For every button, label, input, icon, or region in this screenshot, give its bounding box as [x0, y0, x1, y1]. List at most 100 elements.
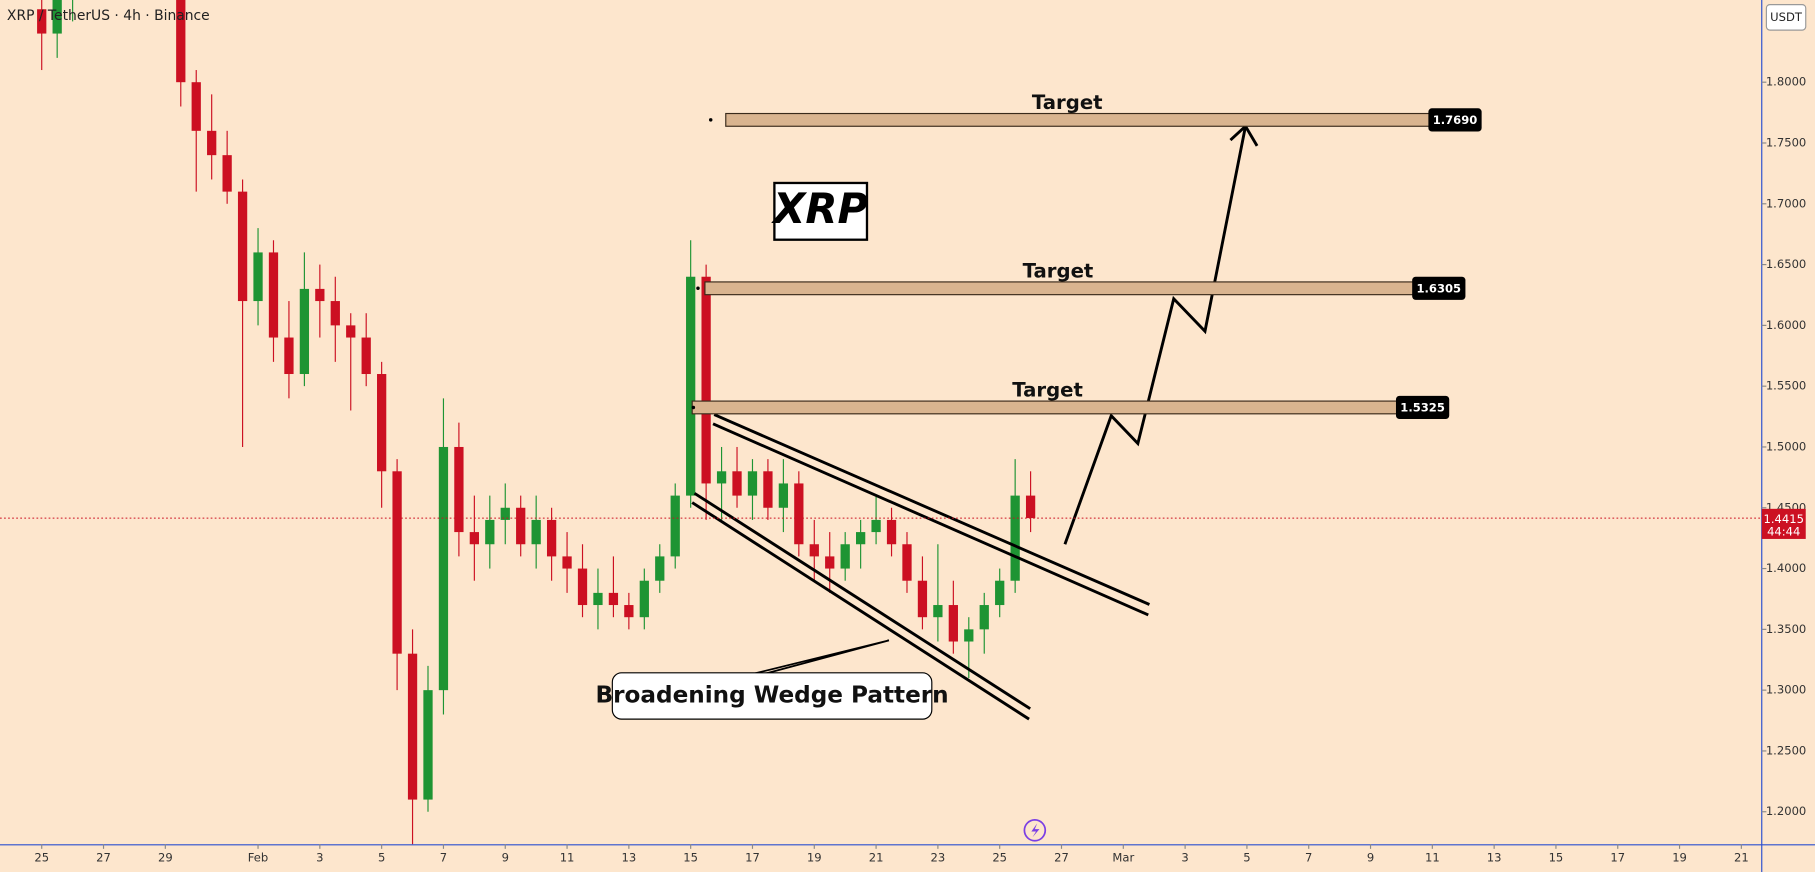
candle-body: [299, 288, 310, 375]
candle-body: [686, 276, 696, 496]
candle-body: [809, 544, 819, 557]
y-tick-label: 1.2500: [1766, 743, 1806, 757]
wedge-line: [691, 501, 1030, 721]
wedge-line: [713, 413, 1151, 606]
y-tick-label: 1.8000: [1766, 75, 1806, 89]
x-tick-label: 13: [622, 851, 637, 865]
y-tick-label: 1.7000: [1766, 196, 1806, 210]
candle-body: [531, 519, 541, 545]
x-tick-label: 19: [807, 851, 822, 865]
candle-body: [191, 82, 201, 131]
target-zone: [691, 400, 1402, 415]
countdown-label: 44:44: [1767, 524, 1800, 538]
currency-label: USDT: [1770, 10, 1803, 24]
y-tick-label: 1.6500: [1766, 257, 1806, 271]
wedge-line: [693, 492, 1031, 710]
candle-body: [284, 337, 294, 375]
x-tick-label: 9: [1367, 851, 1374, 865]
candle-body: [37, 9, 47, 34]
candle-body: [315, 288, 325, 302]
candle-body: [732, 471, 742, 496]
candle-body: [377, 374, 387, 472]
candle-body: [871, 519, 881, 533]
x-tick-label: 11: [560, 851, 575, 865]
target-label: Target: [1012, 379, 1083, 402]
target-label: Target: [1023, 260, 1094, 283]
candle-body: [407, 653, 418, 800]
target-zone: [725, 112, 1434, 127]
candle-body: [222, 155, 232, 192]
candle-body: [438, 446, 449, 691]
axes: 1.20001.25001.30001.35001.40001.45001.50…: [34, 75, 1806, 865]
candle-body: [948, 605, 958, 642]
candle-body: [902, 544, 912, 581]
x-tick-label: 15: [1549, 851, 1564, 865]
x-tick-label: 25: [992, 851, 1007, 865]
candle-body: [701, 276, 711, 484]
candle-body: [485, 519, 495, 545]
target-anchor: [708, 118, 713, 122]
x-tick-label: 7: [1305, 851, 1312, 865]
candle-body: [330, 301, 340, 326]
target-value-box: [1395, 395, 1450, 420]
x-tick-label: 27: [96, 851, 111, 865]
x-tick-label: 7: [440, 851, 447, 865]
target-value-box: [1428, 108, 1482, 132]
candle-body: [346, 325, 356, 338]
candle-body: [825, 556, 835, 569]
candle-body: [979, 605, 989, 630]
y-tick-label: 1.6000: [1766, 318, 1806, 332]
candle-body: [516, 507, 526, 545]
candle-body: [469, 532, 479, 545]
candle-body: [423, 690, 433, 800]
y-tick-label: 1.2000: [1766, 804, 1806, 818]
candle-body: [886, 519, 897, 545]
x-tick-label: Feb: [248, 851, 268, 865]
x-tick-label: 25: [34, 851, 49, 865]
candle-body: [1025, 495, 1036, 519]
target-value-label: 1.6305: [1416, 281, 1461, 295]
candle-body: [500, 507, 510, 520]
candle-body: [52, 0, 62, 34]
candle-body: [207, 130, 217, 156]
candle-body: [593, 592, 603, 606]
wedge-line: [712, 422, 1149, 617]
x-tick-label: 9: [502, 851, 509, 865]
x-tick-label: 21: [1734, 851, 1749, 865]
x-tick-label: 5: [1243, 851, 1250, 865]
x-tick-label: 3: [316, 851, 323, 865]
target-anchor: [696, 286, 700, 291]
x-tick-label: Mar: [1112, 851, 1134, 865]
candle-body: [624, 605, 634, 618]
candle-body: [670, 495, 680, 557]
candle-body: [716, 471, 727, 484]
symbol-box: [773, 181, 869, 241]
currency-box: [1765, 4, 1807, 31]
callout-pointer: [752, 639, 890, 675]
x-tick-label: 23: [931, 851, 946, 865]
x-tick-label: 21: [869, 851, 884, 865]
candle-body: [454, 446, 464, 533]
target-zone: [704, 281, 1418, 296]
x-tick-label: 17: [745, 851, 760, 865]
x-tick-label: 19: [1672, 851, 1687, 865]
x-tick-label: 27: [1054, 851, 1069, 865]
event-icon: [1031, 823, 1040, 838]
candle-body: [546, 519, 557, 557]
symbol-label: XRP: [770, 184, 868, 233]
y-tick-label: 1.4000: [1766, 561, 1806, 575]
event-icon: [1023, 819, 1047, 842]
candle-body: [253, 252, 263, 302]
annotations: Broadening Wedge Pattern XRP Target 1.769…: [0, 91, 1762, 842]
x-tick-label: 5: [378, 851, 385, 865]
x-tick-label: 3: [1181, 851, 1188, 865]
candle-body: [995, 580, 1005, 606]
projection-path: [1063, 125, 1247, 545]
target-value-box: [1412, 276, 1466, 300]
x-tick-label: 17: [1610, 851, 1625, 865]
candles: [37, 0, 1036, 845]
candle-body: [964, 629, 974, 642]
